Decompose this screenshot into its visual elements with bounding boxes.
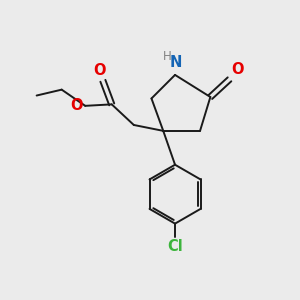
Text: Cl: Cl (167, 239, 183, 254)
Text: N: N (169, 55, 182, 70)
Text: O: O (70, 98, 83, 113)
Text: O: O (94, 63, 106, 78)
Text: H: H (162, 50, 171, 62)
Text: O: O (231, 62, 244, 77)
